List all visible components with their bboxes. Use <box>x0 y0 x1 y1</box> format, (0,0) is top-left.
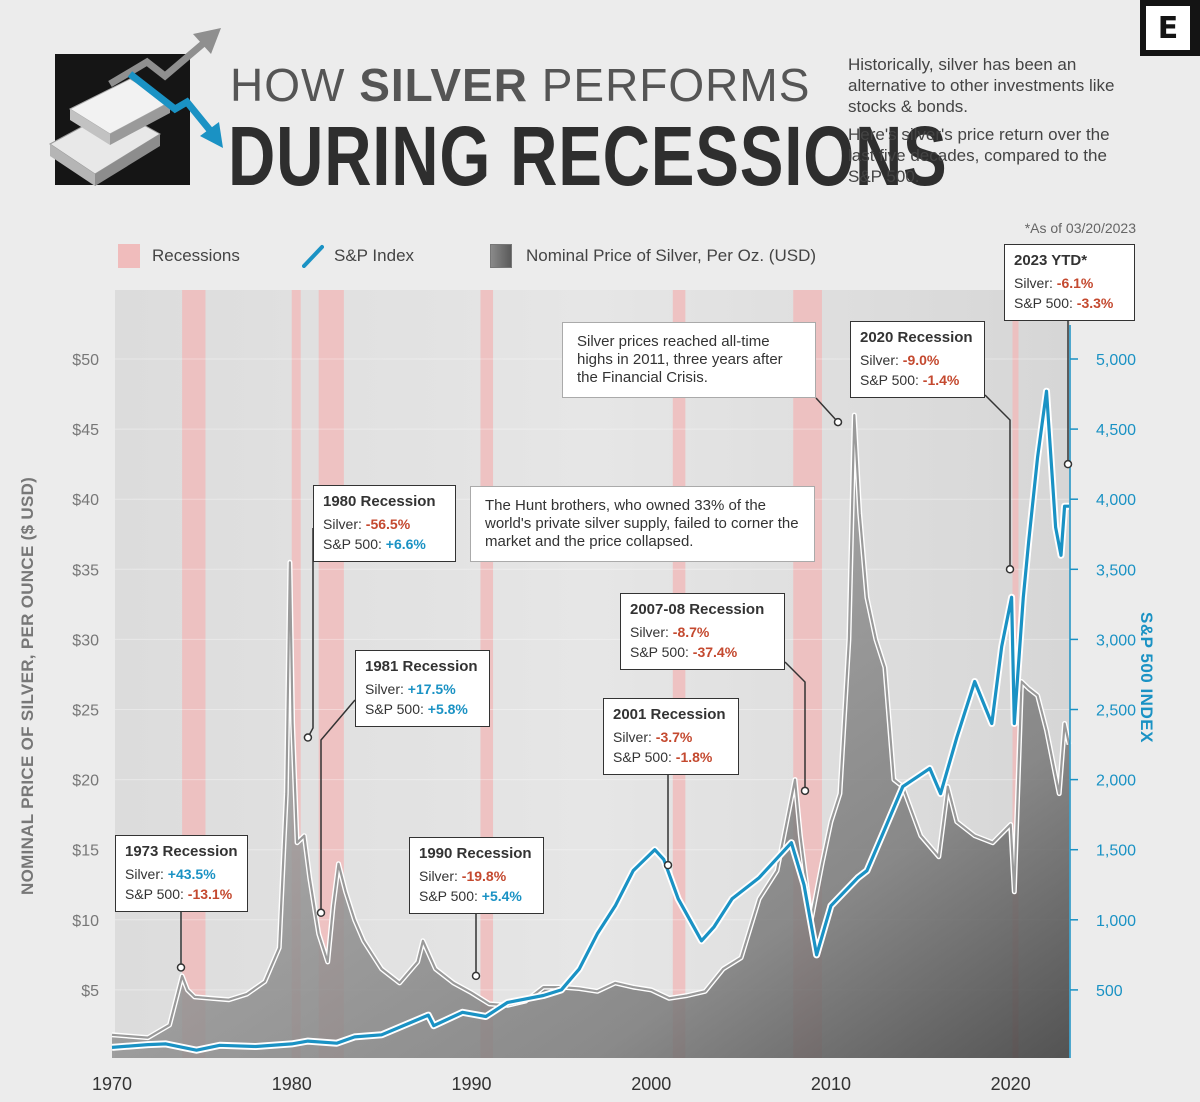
brand-logo-letter: E <box>1146 6 1190 50</box>
leader-dot <box>663 860 673 870</box>
y-tick-label: $40 <box>72 492 99 509</box>
x-tick-label: 1980 <box>272 1074 312 1094</box>
leader-2020 <box>984 394 1011 570</box>
sp-index-line <box>111 389 1070 1052</box>
y2-tick-label: 1,000 <box>1096 913 1136 930</box>
y2-tick-label: 2,000 <box>1096 773 1136 790</box>
legend-recessions: Recessions <box>118 244 240 268</box>
callout-1973-recession: 1973 Recession Silver: +43.5% S&P 500: -… <box>115 835 248 912</box>
silver-price-line-inner <box>111 414 1071 1039</box>
intro-paragraph-2: Here's silver's price return over the la… <box>848 125 1110 186</box>
y2-tick-label: 500 <box>1096 983 1123 1000</box>
right-axis-label: S&P 500 INDEX <box>1137 612 1156 743</box>
intro-text: Historically, silver has been an alterna… <box>848 54 1138 194</box>
leader-dot <box>316 908 326 918</box>
y2-tick-label: 3,000 <box>1096 632 1136 649</box>
leader-dot <box>800 786 810 796</box>
callout-2023-ytd: 2023 YTD* Silver: -6.1% S&P 500: -3.3% <box>1004 244 1135 321</box>
x-tick-label: 1990 <box>451 1074 491 1094</box>
y-tick-label: $20 <box>72 773 99 790</box>
y-tick-label: $35 <box>72 562 99 579</box>
title-line-2: DURING RECESSIONS <box>228 109 948 203</box>
legend-recession-swatch <box>118 244 140 268</box>
leader-dot <box>176 963 186 972</box>
callout-1981-recession: 1981 Recession Silver: +17.5% S&P 500: +… <box>355 650 490 727</box>
legend-silver-swatch <box>490 244 512 268</box>
leader-2011 <box>815 397 839 423</box>
x-tick-label: 1970 <box>92 1074 132 1094</box>
hunt-brothers-note: The Hunt brothers, who owned 33% of the … <box>470 486 815 562</box>
y2-tick-label: 3,500 <box>1096 562 1136 579</box>
legend-silver: Nominal Price of Silver, Per Oz. (USD) <box>490 244 816 268</box>
recession-band <box>182 290 206 1058</box>
y2-tick-label: 1,500 <box>1096 843 1136 860</box>
x-tick-label: 2020 <box>991 1074 1031 1094</box>
leader-dot <box>1063 459 1073 469</box>
callout-1980-recession: 1980 Recession Silver: -56.5% S&P 500: +… <box>313 485 456 562</box>
recession-band <box>291 290 301 1058</box>
callout-1990-recession: 1990 Recession Silver: -19.8% S&P 500: +… <box>409 837 544 914</box>
callout-2020-recession: 2020 Recession Silver: -9.0% S&P 500: -1… <box>850 321 985 398</box>
all-time-high-note: Silver prices reached all-time highs in … <box>562 322 816 398</box>
y2-tick-label: 4,500 <box>1096 422 1136 439</box>
recession-band <box>672 290 686 1058</box>
y-tick-label: $50 <box>72 352 99 369</box>
leader-dot <box>833 417 843 427</box>
x-tick-label: 2000 <box>631 1074 671 1094</box>
y2-tick-label: 2,500 <box>1096 703 1136 720</box>
leader-2008 <box>784 661 806 791</box>
as-of-note: *As of 03/20/2023 <box>1024 220 1136 236</box>
leader-dot <box>1005 565 1015 574</box>
leader-dot <box>303 733 313 742</box>
brand-logo: E <box>1140 0 1200 56</box>
callout-2007-08-recession: 2007-08 Recession Silver: -8.7% S&P 500:… <box>620 593 785 670</box>
silver-price-area <box>112 415 1070 1059</box>
x-tick-label: 2010 <box>811 1074 851 1094</box>
legend-sp-index: S&P Index <box>302 244 414 268</box>
legend-sp-swatch <box>302 245 324 268</box>
y-tick-label: $45 <box>72 422 99 439</box>
silver-bar-arrows-icon <box>49 28 223 186</box>
leader-dot <box>471 971 481 981</box>
y2-tick-label: 4,000 <box>1096 492 1136 509</box>
intro-paragraph-1: Historically, silver has been an alterna… <box>848 55 1115 116</box>
y-tick-label: $15 <box>72 843 99 860</box>
y2-tick-label: 5,000 <box>1096 352 1136 369</box>
y-tick-label: $10 <box>72 913 99 930</box>
y-tick-label: $25 <box>72 703 99 720</box>
title-line-1: HOW SILVER PERFORMS <box>230 59 811 111</box>
left-axis-label: NOMINAL PRICE OF SILVER, PER OUNCE ($ US… <box>18 476 37 895</box>
callout-2001-recession: 2001 Recession Silver: -3.7% S&P 500: -1… <box>603 698 739 775</box>
y-tick-label: $5 <box>81 983 99 1000</box>
leader-1981 <box>320 699 356 913</box>
y-tick-label: $30 <box>72 632 99 649</box>
